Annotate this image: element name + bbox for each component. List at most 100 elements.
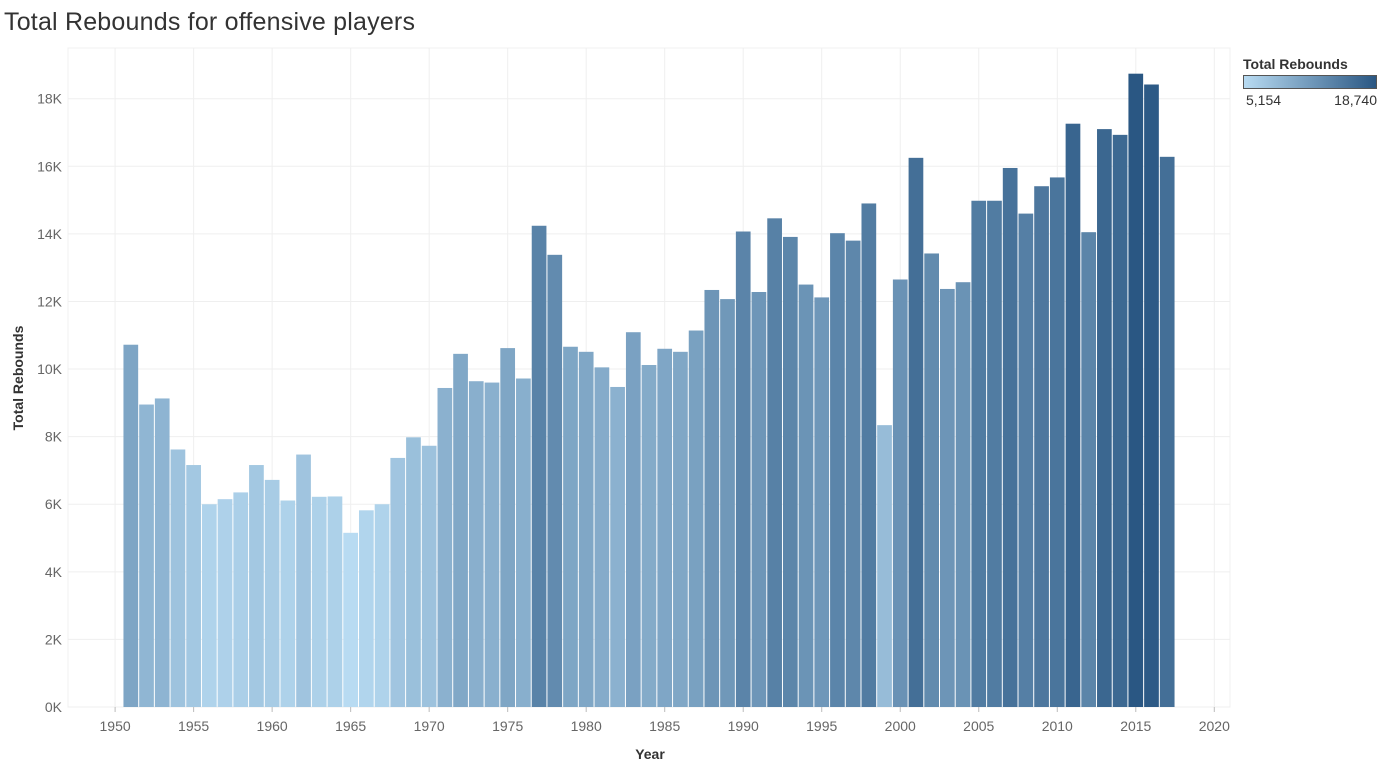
bars <box>123 73 1175 708</box>
bar-1972[interactable] <box>453 353 468 707</box>
bar-2013[interactable] <box>1097 129 1112 708</box>
x-tick-label: 1985 <box>649 718 680 734</box>
bar-1997[interactable] <box>845 240 861 707</box>
bar-1991[interactable] <box>751 291 767 707</box>
bar-1977[interactable] <box>531 225 547 707</box>
bar-1988[interactable] <box>704 289 720 707</box>
x-tick-label: 1970 <box>414 718 445 734</box>
bar-2011[interactable] <box>1065 123 1081 708</box>
bar-1998[interactable] <box>861 203 877 707</box>
bar-2012[interactable] <box>1081 232 1097 707</box>
x-tick-label: 1965 <box>335 718 366 734</box>
x-tick-label: 2010 <box>1042 718 1073 734</box>
x-tick-label: 2020 <box>1199 718 1230 734</box>
y-tick-label: 0K <box>45 699 63 715</box>
bar-1992[interactable] <box>767 218 782 707</box>
bar-1958[interactable] <box>233 492 249 707</box>
bar-1965[interactable] <box>343 532 358 707</box>
bar-1974[interactable] <box>484 382 500 707</box>
bar-1976[interactable] <box>516 378 531 707</box>
y-tick-label: 16K <box>37 158 63 174</box>
bar-2005[interactable] <box>971 200 987 708</box>
x-tick-label: 2005 <box>963 718 994 734</box>
bar-2002[interactable] <box>924 253 939 707</box>
bar-1954[interactable] <box>170 449 186 707</box>
bar-1964[interactable] <box>327 496 343 707</box>
bar-2016[interactable] <box>1144 84 1159 707</box>
bar-1990[interactable] <box>735 231 751 707</box>
y-tick-label: 6K <box>45 496 63 512</box>
color-legend: Total Rebounds 5,154 18,740 <box>1243 56 1383 110</box>
y-tick-label: 10K <box>37 361 63 377</box>
bar-2004[interactable] <box>955 282 971 707</box>
bar-2010[interactable] <box>1049 177 1065 708</box>
bar-1957[interactable] <box>217 499 233 707</box>
bar-1955[interactable] <box>186 465 201 707</box>
y-tick-label: 2K <box>45 631 63 647</box>
bar-1981[interactable] <box>594 367 610 707</box>
y-tick-label: 12K <box>37 293 63 309</box>
bar-2009[interactable] <box>1034 186 1049 708</box>
bar-2001[interactable] <box>908 157 924 708</box>
x-tick-label: 2015 <box>1120 718 1151 734</box>
bar-1960[interactable] <box>264 479 280 707</box>
bar-2017[interactable] <box>1159 156 1175 708</box>
bar-1980[interactable] <box>578 351 594 707</box>
bar-1994[interactable] <box>798 284 814 707</box>
bar-1984[interactable] <box>641 364 657 707</box>
bar-2000[interactable] <box>892 279 908 707</box>
bar-1999[interactable] <box>877 425 892 707</box>
bar-1983[interactable] <box>625 332 641 707</box>
bar-2014[interactable] <box>1112 134 1128 708</box>
bar-1989[interactable] <box>720 299 735 707</box>
x-tick-label: 2000 <box>885 718 916 734</box>
chart-title: Total Rebounds for offensive players <box>4 8 416 36</box>
bar-1978[interactable] <box>547 254 563 707</box>
x-axis-ticks: 1950 1955 1960 1965 1970 1975 1980 1985 1990 1995… <box>100 707 1230 734</box>
x-tick-label: 1975 <box>492 718 523 734</box>
bar-1993[interactable] <box>782 236 798 707</box>
x-axis-title: Year <box>635 746 665 762</box>
bar-1996[interactable] <box>830 233 845 707</box>
legend-gradient <box>1243 75 1377 89</box>
bar-1971[interactable] <box>437 387 453 707</box>
bar-2007[interactable] <box>1002 167 1018 707</box>
legend-title: Total Rebounds <box>1243 56 1348 72</box>
bar-1962[interactable] <box>296 454 311 707</box>
bar-1975[interactable] <box>500 348 516 707</box>
legend-min-label: 5,154 <box>1246 92 1282 108</box>
bar-1961[interactable] <box>280 500 296 707</box>
bar-1968[interactable] <box>390 457 406 707</box>
bar-1963[interactable] <box>311 496 327 707</box>
bar-1986[interactable] <box>673 351 688 707</box>
y-axis-title: Total Rebounds <box>10 325 26 430</box>
bar-1953[interactable] <box>154 398 170 707</box>
bar-2015[interactable] <box>1128 73 1144 708</box>
bar-1966[interactable] <box>359 510 374 707</box>
y-axis-ticks: 0K 2K 4K 6K 8K 10K 12K 14K 16K 18K <box>37 91 63 715</box>
x-tick-label: 1995 <box>806 718 837 734</box>
bar-1973[interactable] <box>468 381 484 707</box>
bar-1967[interactable] <box>374 504 390 707</box>
bar-1952[interactable] <box>139 404 154 707</box>
bar-1979[interactable] <box>563 346 578 707</box>
bar-2006[interactable] <box>987 200 1002 708</box>
bar-1995[interactable] <box>814 297 830 707</box>
y-tick-label: 14K <box>37 226 63 242</box>
x-tick-label: 1980 <box>571 718 602 734</box>
bar-1969[interactable] <box>406 437 421 707</box>
bar-1987[interactable] <box>688 330 704 707</box>
bar-1970[interactable] <box>421 445 437 707</box>
bar-1956[interactable] <box>201 504 217 707</box>
bar-1985[interactable] <box>657 348 673 707</box>
bar-2003[interactable] <box>940 288 955 707</box>
bar-2008[interactable] <box>1018 213 1034 707</box>
x-tick-label: 1950 <box>100 718 131 734</box>
bar-1959[interactable] <box>249 465 264 707</box>
bar-1951[interactable] <box>123 344 139 707</box>
y-tick-label: 4K <box>45 564 63 580</box>
bar-1982[interactable] <box>610 386 625 707</box>
x-tick-label: 1990 <box>728 718 759 734</box>
y-tick-label: 8K <box>45 429 63 445</box>
